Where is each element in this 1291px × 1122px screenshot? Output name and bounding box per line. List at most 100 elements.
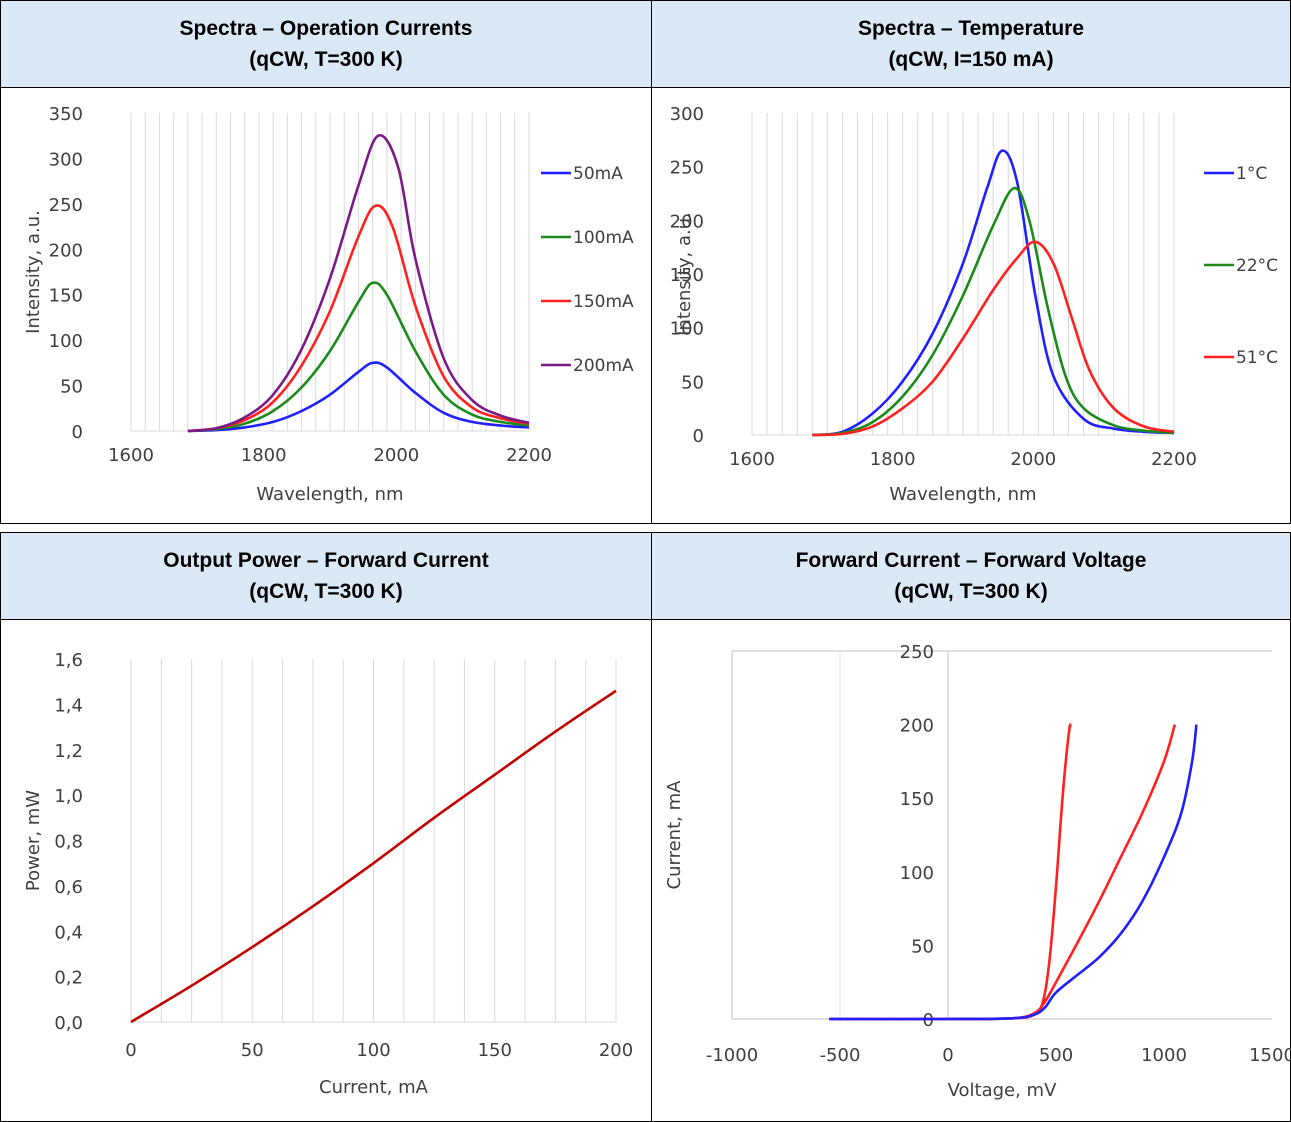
panel-header-2: Spectra – Temperature (qCW, I=150 mA) (651, 0, 1291, 88)
x-tick-label: 2000 (1010, 449, 1056, 470)
x-tick-label: -1000 (706, 1045, 758, 1066)
top-panels: Spectra – Operation Currents (qCW, T=300… (0, 0, 1291, 524)
series-line (130, 689, 617, 1024)
series-line (187, 204, 530, 433)
panel-subtitle: (qCW, T=300 K) (249, 580, 403, 603)
y-tick-label: 100 (49, 331, 83, 352)
plot-cell-3: 0,0 0,2 0,4 0,6 0,8 1,0 1,2 1,4 1,6 0 50 100 150 200 C… (0, 619, 652, 1122)
panel-title: Forward Current – Forward Voltage (795, 549, 1147, 572)
x-tick-label: 500 (1039, 1045, 1073, 1066)
y-tick-label: 200 (900, 716, 934, 737)
series-line (812, 186, 1175, 437)
plot-cell-1: 0 50 100 150 200 250 300 350 1600 1800 2000 2200 Wav… (0, 87, 652, 524)
x-tick-label: 200 (599, 1040, 633, 1061)
y-axis-label: Intensity, a.u. (674, 212, 695, 336)
plot-cell-4: 0 50 100 150 200 250 -1000 -500 0 500 1000 1500 Volt… (651, 619, 1291, 1122)
x-axis-label: Wavelength, nm (256, 484, 403, 505)
x-tick-label: 100 (356, 1040, 390, 1061)
panel-title: Output Power – Forward Current (163, 549, 489, 572)
y-axis-label: Current, mA (664, 780, 685, 890)
y-tick-label: 1,0 (54, 786, 83, 807)
legend-label: 51°C (1236, 348, 1278, 368)
panel-title: Spectra – Temperature (857, 17, 1085, 40)
legend-label: 1°C (1236, 164, 1267, 184)
x-tick-label: 1800 (870, 449, 916, 470)
panel-subtitle: (qCW, I=150 mA) (888, 48, 1054, 71)
legend-label: 150mA (573, 292, 634, 312)
legend-label: 100mA (573, 228, 634, 248)
panel-header-3: Output Power – Forward Current (qCW, T=3… (0, 532, 652, 620)
y-tick-label: 300 (670, 104, 704, 125)
y-tick-label: 100 (900, 863, 934, 884)
x-tick-label: 50 (241, 1040, 264, 1061)
panel-header-4: Forward Current – Forward Voltage (qCW, … (651, 532, 1291, 620)
y-tick-label: 0,4 (54, 922, 83, 943)
y-tick-label: 150 (900, 789, 934, 810)
legend-label: 22°C (1236, 256, 1278, 276)
series-line (187, 361, 530, 433)
legend-label: 50mA (573, 164, 623, 184)
y-tick-label: 50 (681, 372, 704, 393)
y-tick-label: 250 (49, 195, 83, 216)
spectra-temperature-chart: 0 50 100 150 200 250 300 1600 1800 2000 2200 Wavele… (670, 104, 1278, 505)
y-axis-label: Power, mW (23, 790, 44, 891)
panel-header-1: Spectra – Operation Currents (qCW, T=300… (0, 0, 652, 88)
y-tick-label: 0,6 (54, 877, 83, 898)
current-voltage-chart: 0 50 100 150 200 250 -1000 -500 0 500 1000 1500 Volt… (664, 642, 1291, 1101)
y-tick-label: 300 (49, 149, 83, 170)
bottom-panels: Output Power – Forward Current (qCW, T=3… (0, 532, 1291, 1122)
y-tick-label: 1,6 (54, 650, 83, 671)
y-tick-label: 0,2 (54, 968, 83, 989)
plot-area (731, 650, 1272, 1020)
y-tick-label: 200 (49, 240, 83, 261)
x-tick-label: 1800 (241, 445, 287, 466)
y-tick-label: 0 (72, 422, 83, 443)
y-tick-label: 200 (670, 211, 704, 232)
plot-area (130, 113, 530, 432)
y-tick-label: 150 (670, 265, 704, 286)
x-tick-label: 1500 (1249, 1045, 1291, 1066)
x-tick-label: 0 (942, 1045, 953, 1066)
y-tick-label: 350 (49, 104, 83, 125)
series-line (829, 724, 1177, 1021)
x-tick-label: -500 (820, 1045, 861, 1066)
y-tick-label: 0,8 (54, 832, 83, 853)
y-tick-label: 150 (49, 286, 83, 307)
x-tick-label: 0 (125, 1040, 136, 1061)
y-tick-label: 0 (693, 426, 704, 447)
x-tick-label: 1000 (1141, 1045, 1187, 1066)
series-line (187, 281, 530, 433)
series-line (812, 149, 1175, 437)
x-axis-label: Voltage, mV (948, 1080, 1057, 1101)
spectra-currents-chart: 0 50 100 150 200 250 300 350 1600 1800 2000 2200 Wav… (23, 104, 634, 505)
plot-area (751, 113, 1175, 436)
x-tick-label: 2000 (373, 445, 419, 466)
y-tick-label: 50 (911, 936, 934, 957)
y-tick-label: 100 (670, 319, 704, 340)
legend-label: 200mA (573, 356, 634, 376)
x-tick-label: 1600 (729, 449, 775, 470)
series-line (829, 722, 1073, 1021)
x-axis-label: Wavelength, nm (889, 484, 1036, 505)
y-tick-label: 0,0 (54, 1013, 83, 1034)
plot-cell-2: 0 50 100 150 200 250 300 1600 1800 2000 2200 Wavele… (651, 87, 1291, 524)
y-axis-label: Intensity, a.u. (23, 210, 44, 334)
panel-title: Spectra – Operation Currents (179, 17, 473, 40)
x-axis-label: Current, mA (319, 1077, 429, 1098)
panel-subtitle: (qCW, T=300 K) (894, 580, 1048, 603)
panel-subtitle: (qCW, T=300 K) (249, 48, 403, 71)
series-line (187, 134, 530, 433)
series-line (812, 240, 1175, 437)
x-tick-label: 1600 (108, 445, 154, 466)
x-tick-label: 2200 (1151, 449, 1197, 470)
y-tick-label: 0 (923, 1010, 934, 1031)
y-tick-label: 50 (60, 377, 83, 398)
power-current-chart: 0,0 0,2 0,4 0,6 0,8 1,0 1,2 1,4 1,6 0 50 100 150 200 C… (23, 650, 633, 1098)
y-tick-label: 1,4 (54, 695, 83, 716)
plot-area (130, 659, 617, 1023)
y-tick-label: 250 (900, 642, 934, 663)
series-line (829, 724, 1198, 1021)
y-tick-label: 250 (670, 158, 704, 179)
x-tick-label: 150 (478, 1040, 512, 1061)
y-tick-label: 1,2 (54, 741, 83, 762)
